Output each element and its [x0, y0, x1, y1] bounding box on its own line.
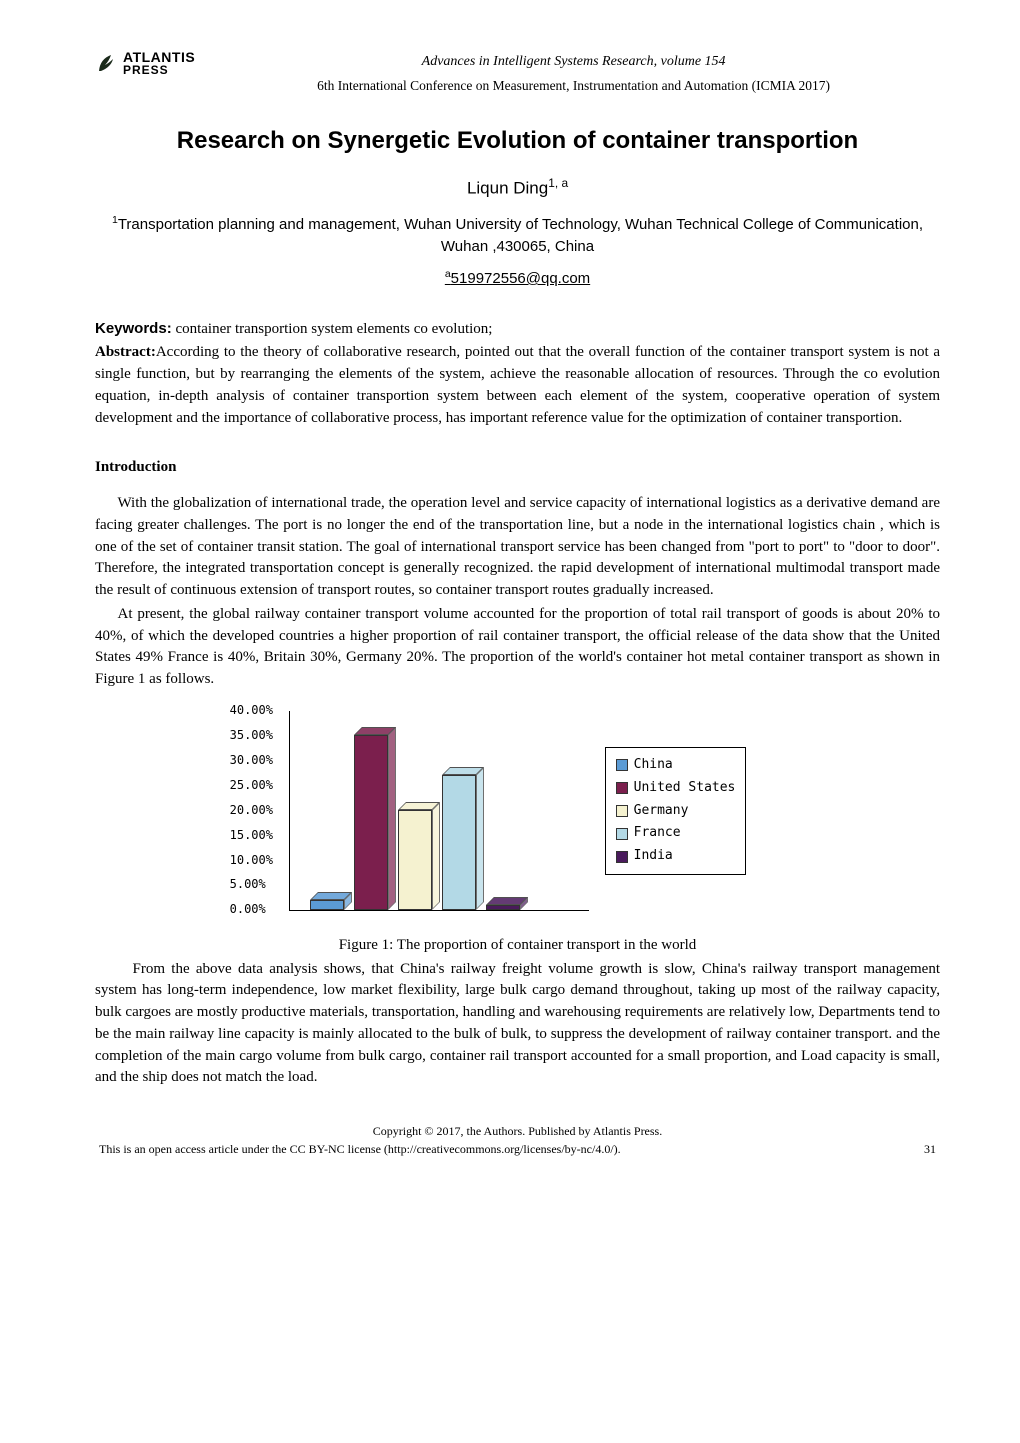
affiliation-text: Transportation planning and management, … [118, 216, 923, 256]
legend-swatch [616, 759, 628, 771]
intro-paragraph-1: With the globalization of international … [95, 493, 940, 602]
bar [442, 775, 476, 910]
author-sup: 1, a [548, 176, 568, 190]
copyright-line: Copyright © 2017, the Authors. Published… [95, 1123, 940, 1140]
page-number: 31 [924, 1141, 936, 1158]
figure-1-chart: 0.00%5.00%10.00%15.00%20.00%25.00%30.00%… [95, 711, 940, 911]
legend-label: China [634, 756, 673, 775]
footer: Copyright © 2017, the Authors. Published… [95, 1123, 940, 1158]
legend-row: United States [616, 777, 736, 800]
series-title: Advances in Intelligent Systems Research… [207, 50, 940, 96]
legend-label: France [634, 824, 681, 843]
abstract-text: According to the theory of collaborative… [95, 344, 940, 425]
legend-swatch [616, 851, 628, 863]
legend-label: India [634, 847, 673, 866]
bar [486, 905, 520, 910]
bars-group [310, 711, 520, 910]
paper-title: Research on Synergetic Evolution of cont… [95, 124, 940, 159]
post-figure-paragraph: From the above data analysis shows, that… [95, 959, 940, 1090]
bar [398, 810, 432, 910]
bar [354, 735, 388, 910]
figure-1-caption: Figure 1: The proportion of container tr… [95, 935, 940, 957]
logo-brand: ATLANTIS [123, 50, 195, 64]
legend-label: Germany [634, 802, 689, 821]
bar [310, 900, 344, 910]
email-text: 519972556@qq.com [451, 270, 591, 287]
keywords-line: Keywords: container transportion system … [95, 318, 940, 341]
legend-swatch [616, 828, 628, 840]
author-line: Liqun Ding1, a [95, 175, 940, 201]
legend-label: United States [634, 779, 736, 798]
legend-row: China [616, 754, 736, 777]
header: ATLANTIS PRESS Advances in Intelligent S… [95, 50, 940, 96]
logo-press: PRESS [123, 64, 195, 76]
legend-row: France [616, 822, 736, 845]
introduction-heading: Introduction [95, 457, 940, 479]
legend: China United States Germany France India [605, 747, 747, 875]
legend-swatch [616, 805, 628, 817]
abstract-para: Abstract:According to the theory of coll… [95, 342, 940, 429]
email: a519972556@qq.com [95, 267, 940, 290]
series-text: Advances in Intelligent Systems Research… [422, 54, 726, 69]
legend-swatch [616, 782, 628, 794]
intro-paragraph-2: At present, the global railway container… [95, 604, 940, 691]
keywords-label: Keywords: [95, 320, 172, 337]
y-axis-ticks: 0.00%5.00%10.00%15.00%20.00%25.00%30.00%… [230, 711, 273, 910]
leaf-icon [95, 51, 119, 75]
legend-row: India [616, 845, 736, 868]
abstract-label: Abstract: [95, 344, 156, 360]
conference-line: 6th International Conference on Measurem… [207, 76, 940, 96]
license-line: This is an open access article under the… [99, 1141, 621, 1158]
plot-area: 0.00%5.00%10.00%15.00%20.00%25.00%30.00%… [289, 711, 589, 911]
author-name: Liqun Ding [467, 178, 548, 197]
publisher-logo: ATLANTIS PRESS [95, 50, 195, 76]
keywords-text: container transportion system elements c… [172, 321, 493, 337]
legend-row: Germany [616, 800, 736, 823]
affiliation: 1Transportation planning and management,… [95, 213, 940, 259]
